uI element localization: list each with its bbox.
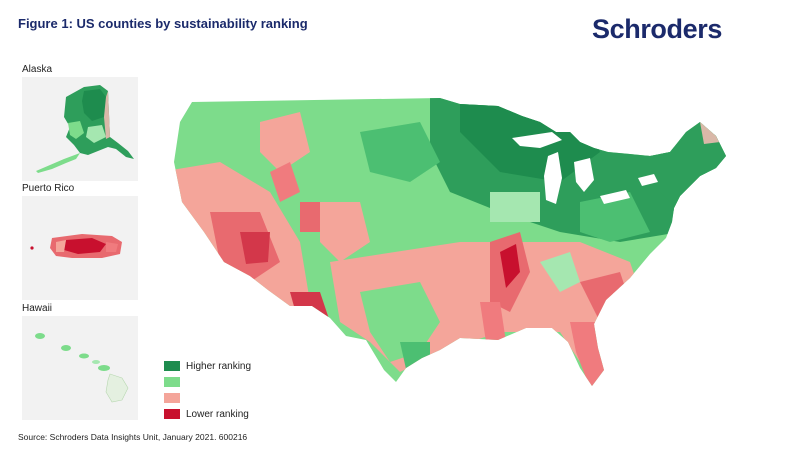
hawaii-inset <box>22 316 138 420</box>
puerto-rico-label: Puerto Rico <box>22 183 75 194</box>
hawaii-label: Hawaii <box>22 303 53 314</box>
figure-title: Figure 1: US counties by sustainability … <box>18 16 308 31</box>
legend-item-mid-high <box>164 376 251 388</box>
map-legend: Higher ranking Lower ranking <box>164 360 251 424</box>
legend-item-higher: Higher ranking <box>164 360 251 372</box>
legend-swatch-lower <box>164 409 180 419</box>
puerto-rico-map <box>30 234 122 258</box>
alaska-map <box>36 85 134 173</box>
legend-label-higher: Higher ranking <box>186 360 252 372</box>
puerto-rico-inset <box>22 196 138 300</box>
legend-swatch-mid-high <box>164 377 180 387</box>
alaska-label: Alaska <box>22 64 53 75</box>
legend-item-lower: Lower ranking <box>164 408 251 420</box>
legend-item-mid-low <box>164 392 251 404</box>
legend-swatch-mid-low <box>164 393 180 403</box>
source-note: Source: Schroders Data Insights Unit, Ja… <box>18 432 248 442</box>
hawaii-map <box>35 333 129 403</box>
legend-swatch-higher <box>164 361 180 371</box>
schroders-logo: Schroders <box>592 14 722 44</box>
us-counties-map <box>160 92 740 397</box>
alaska-inset <box>22 77 138 181</box>
legend-label-lower: Lower ranking <box>186 408 249 420</box>
